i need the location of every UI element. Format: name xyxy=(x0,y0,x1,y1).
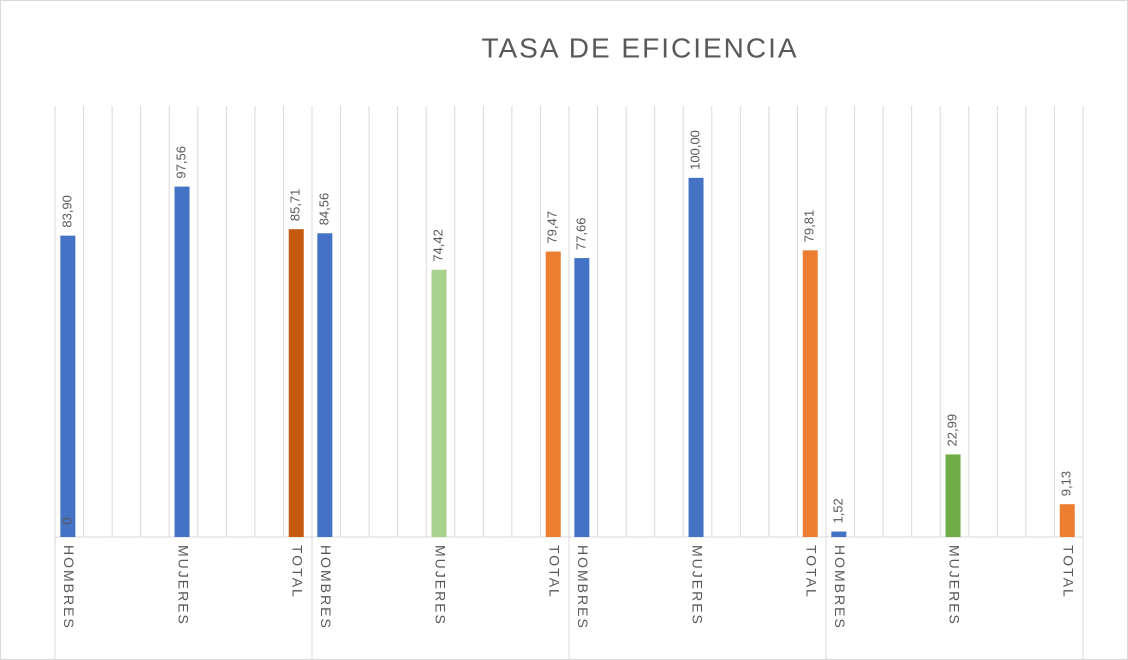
data-label: 79,47 xyxy=(545,211,560,244)
bar xyxy=(574,258,590,537)
x-tick-label: TOTAL xyxy=(1061,545,1077,599)
x-tick-label: MUJERES xyxy=(946,545,962,626)
x-tick-label: HOMBRES xyxy=(61,545,77,630)
data-label: 83,90 xyxy=(59,195,74,228)
x-tick-label: MUJERES xyxy=(175,545,191,626)
bar xyxy=(945,454,961,537)
data-label: 77,66 xyxy=(573,218,588,251)
data-label: 9,13 xyxy=(1059,471,1074,496)
bar xyxy=(545,251,561,537)
bar xyxy=(317,233,333,537)
annotation: 0 xyxy=(59,517,74,524)
data-label: 1,52 xyxy=(830,498,845,523)
x-tick-label: HOMBRES xyxy=(832,545,848,630)
bar xyxy=(688,177,704,538)
data-label: 22,99 xyxy=(944,414,959,447)
data-label: 85,71 xyxy=(288,189,303,222)
x-tick-label: HOMBRES xyxy=(318,545,334,630)
x-tick-label: TOTAL xyxy=(804,545,820,599)
bar xyxy=(288,229,304,537)
data-label: 100,00 xyxy=(687,130,702,170)
bar xyxy=(60,235,76,537)
x-tick-label: HOMBRES xyxy=(575,545,591,630)
data-label: 74,42 xyxy=(430,229,445,262)
x-tick-label: TOTAL xyxy=(547,545,563,599)
bar xyxy=(831,531,847,537)
x-tick-label: MUJERES xyxy=(432,545,448,626)
data-label: 97,56 xyxy=(173,146,188,179)
x-tick-label: TOTAL xyxy=(290,545,306,599)
data-label: 79,81 xyxy=(802,210,817,243)
bar xyxy=(802,250,818,537)
x-tick-label: MUJERES xyxy=(689,545,705,626)
chart-title: TASA DE EFICIENCIA xyxy=(481,32,798,63)
bar xyxy=(1059,504,1075,537)
bar xyxy=(431,269,447,537)
data-label: 84,56 xyxy=(316,193,331,226)
bar xyxy=(174,186,190,538)
